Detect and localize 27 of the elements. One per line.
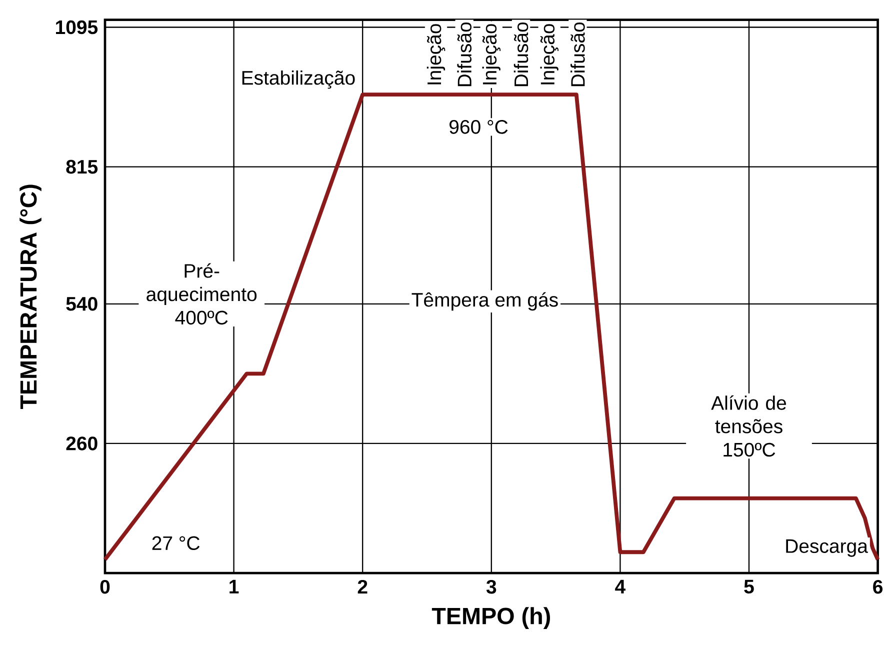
- y-axis-title: TEMPERATURA (°C): [20, 184, 42, 410]
- y-tick-label: 260: [66, 436, 98, 450]
- annotation: Difusão: [457, 22, 472, 86]
- annotation: Injeção: [482, 24, 501, 84]
- annotation: Descarga: [786, 539, 868, 557]
- x-axis-title: TEMPO (h): [432, 607, 550, 629]
- annotation: Injeção: [426, 24, 446, 84]
- annotation: Estabilização: [242, 70, 355, 89]
- annotation: Alívio de tensões 150ºC: [711, 395, 786, 457]
- x-tick-label: 6: [873, 580, 883, 594]
- y-tick-label: 1095: [56, 20, 98, 34]
- y-tick-label: 815: [66, 160, 98, 174]
- x-tick-label: 3: [486, 580, 496, 594]
- annotation: Pré-aquecimento 400ºC: [146, 263, 257, 325]
- annotation: Injeção: [540, 24, 558, 84]
- annotation: Têmpera em gás: [412, 292, 558, 311]
- annotation: 960 °C: [450, 120, 508, 134]
- annotation: 27 °C: [152, 536, 200, 550]
- x-tick-label: 1: [230, 580, 239, 594]
- x-tick-label: 5: [744, 580, 754, 594]
- y-tick-label: 540: [66, 296, 98, 311]
- x-tick-label: 0: [100, 580, 110, 594]
- line-series: [103, 92, 880, 562]
- x-tick-label: 4: [615, 580, 626, 594]
- annotation: Difusão: [570, 22, 585, 86]
- annotation: Difusão: [514, 22, 528, 86]
- x-tick-label: 2: [358, 580, 368, 594]
